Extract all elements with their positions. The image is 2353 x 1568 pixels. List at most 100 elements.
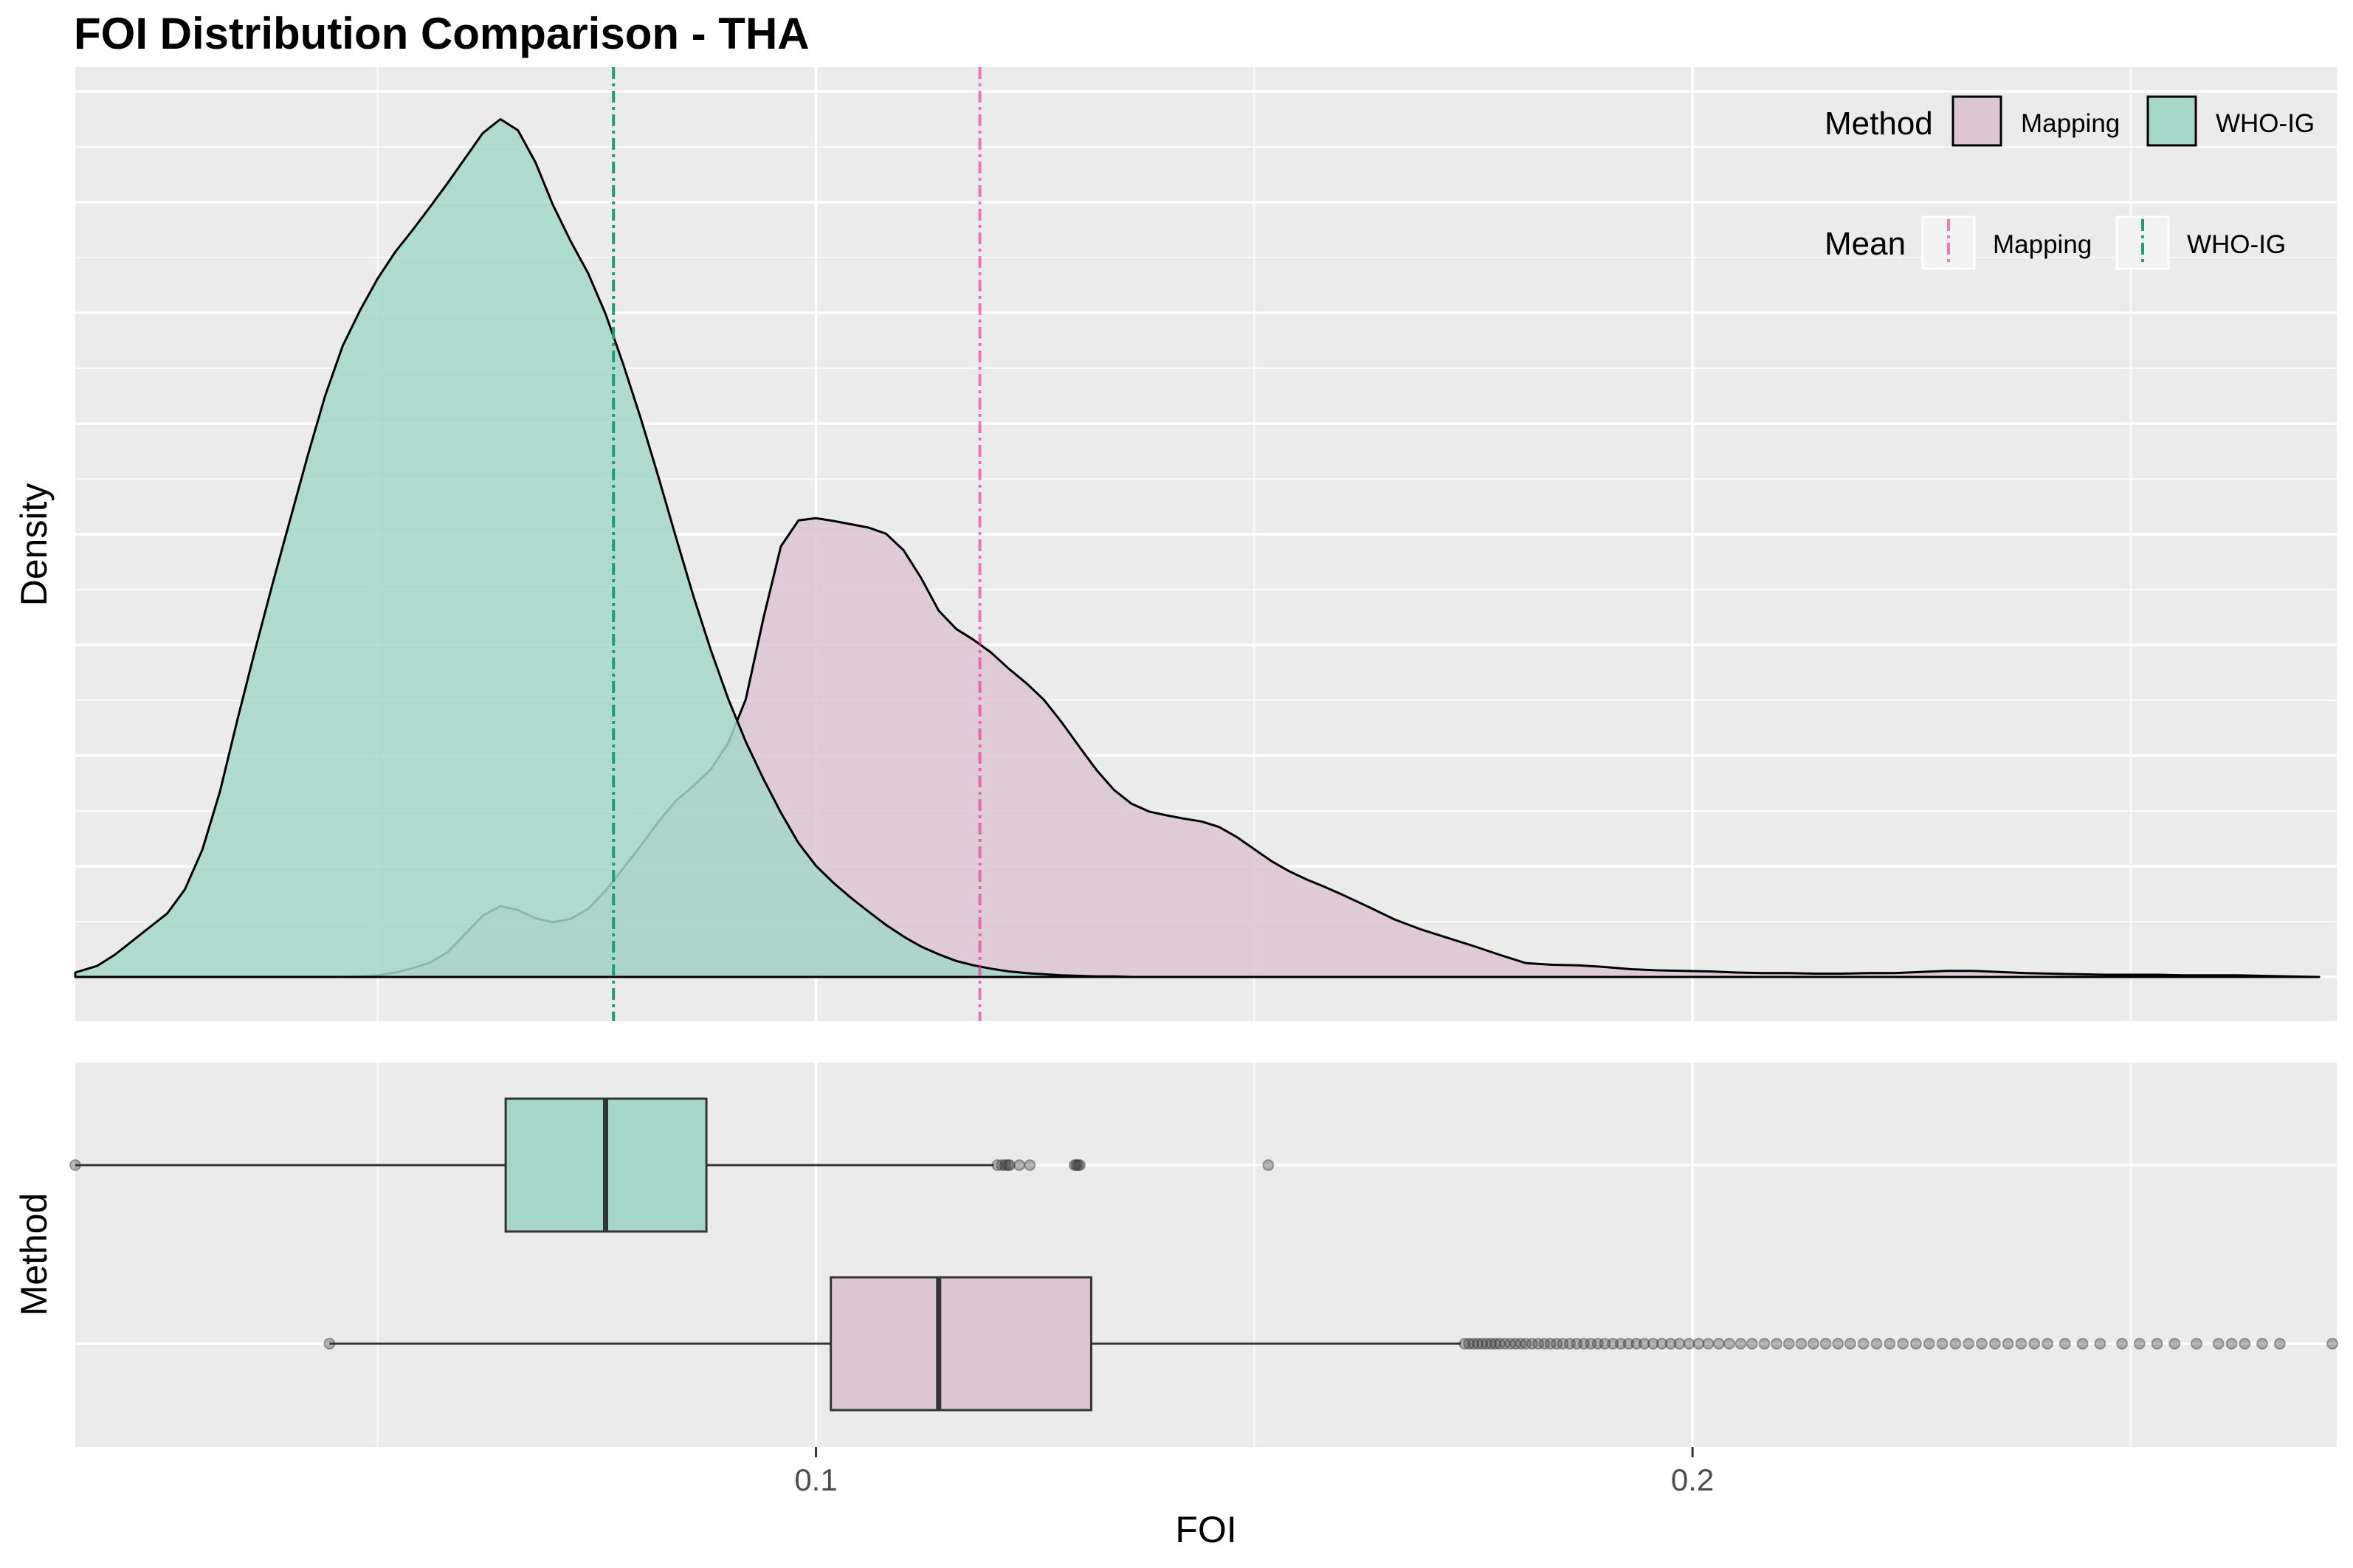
- legend-label-method-whoig: WHO-IG: [2216, 109, 2315, 138]
- y-axis-title-density: Density: [13, 483, 55, 607]
- outlier-point-who-ig: [1068, 1159, 1081, 1171]
- outlier-point-mapping: [1988, 1338, 2001, 1350]
- outlier-point-mapping: [1458, 1338, 1471, 1350]
- outlier-point-mapping: [1484, 1338, 1497, 1350]
- legend-key-mapping-fill: [1951, 95, 2002, 147]
- outlier-point-mapping: [1897, 1338, 1909, 1350]
- outlier-point-mapping: [1782, 1338, 1795, 1350]
- outlier-point-mapping: [2239, 1338, 2251, 1350]
- boxplot-panel: [69, 1063, 2339, 1447]
- y-axis-title-method: Method: [13, 1193, 55, 1316]
- outlier-point-mapping: [1673, 1338, 1686, 1350]
- density-panel: [74, 67, 2337, 1021]
- density-area-who-ig: [74, 118, 1300, 978]
- min-point-mapping: [323, 1338, 336, 1350]
- outlier-point-mapping: [1819, 1338, 1832, 1350]
- outlier-point-mapping: [2273, 1338, 2286, 1350]
- outlier-point-mapping: [2059, 1338, 2071, 1350]
- outlier-point-mapping: [2015, 1338, 2028, 1350]
- outlier-point-mapping: [1949, 1338, 1962, 1350]
- outlier-point-mapping: [1712, 1338, 1725, 1350]
- outlier-point-mapping: [1551, 1338, 1563, 1350]
- outlier-point-mapping: [2094, 1338, 2106, 1350]
- x-tick-label: 0.1: [794, 1462, 837, 1497]
- outlier-point-mapping: [1808, 1338, 1820, 1350]
- outlier-point-mapping: [2028, 1338, 2041, 1350]
- outlier-point-mapping: [1520, 1338, 1532, 1350]
- outlier-point-mapping: [1976, 1338, 1988, 1350]
- outlier-point-mapping: [1515, 1338, 1527, 1350]
- outlier-point-mapping: [1963, 1338, 1975, 1350]
- outlier-point-mapping: [1832, 1338, 1844, 1350]
- legend-mean-title: Mean: [1825, 226, 1906, 262]
- mean-lines: [612, 67, 982, 1021]
- outlier-point-who-ig: [1073, 1159, 1086, 1171]
- outlier-point-mapping: [1857, 1338, 1870, 1350]
- legend-label-mean-mapping: Mapping: [1993, 230, 2092, 259]
- x-axis-title: FOI: [1175, 1509, 1236, 1550]
- outlier-point-mapping: [1489, 1338, 1501, 1350]
- outlier-point-mapping: [1692, 1338, 1705, 1350]
- outlier-point-mapping: [1870, 1338, 1883, 1350]
- boxplot-marks: [69, 1097, 2339, 1412]
- outlier-point-mapping: [2256, 1338, 2269, 1350]
- outlier-point-who-ig: [1072, 1159, 1084, 1171]
- outlier-point-mapping: [1638, 1338, 1650, 1350]
- outlier-point-mapping: [1544, 1338, 1557, 1350]
- boxplot-panel-background: [75, 1063, 2337, 1447]
- outlier-point-mapping: [2212, 1338, 2225, 1350]
- outlier-point-mapping: [1656, 1338, 1668, 1350]
- min-point-who-ig: [69, 1159, 81, 1171]
- outlier-point-mapping: [1702, 1338, 1715, 1350]
- outlier-point-mapping: [2076, 1338, 2089, 1350]
- outlier-point-mapping: [1493, 1338, 1506, 1350]
- outlier-point-mapping: [1481, 1338, 1493, 1350]
- outlier-point-mapping: [2133, 1338, 2146, 1350]
- outlier-point-who-ig: [999, 1159, 1012, 1171]
- outlier-point-mapping: [1585, 1338, 1597, 1350]
- outlier-point-mapping: [1563, 1338, 1576, 1350]
- outlier-point-mapping: [1647, 1338, 1659, 1350]
- outlier-point-mapping: [1557, 1338, 1569, 1350]
- outlier-point-mapping: [1909, 1338, 1922, 1350]
- outlier-point-mapping: [1599, 1338, 1611, 1350]
- outlier-point-mapping: [1758, 1338, 1771, 1350]
- outlier-point-who-ig: [1002, 1159, 1014, 1171]
- outlier-point-mapping: [1472, 1338, 1484, 1350]
- x-axis-ticks: 0.1 0.2: [794, 1447, 1714, 1497]
- outlier-point-mapping: [1607, 1338, 1619, 1350]
- outlier-point-mapping: [1795, 1338, 1808, 1350]
- outlier-point-mapping: [1884, 1338, 1896, 1350]
- outlier-point-mapping: [1504, 1338, 1517, 1350]
- x-tick-label: 0.2: [1671, 1462, 1714, 1497]
- outlier-point-who-ig: [996, 1159, 1008, 1171]
- outlier-point-mapping: [1467, 1338, 1480, 1350]
- legend: Method Mapping WHO-IG Mean Mapping WHO-I…: [1825, 95, 2315, 270]
- outlier-point-mapping: [2326, 1338, 2339, 1350]
- outlier-point-mapping: [1936, 1338, 1949, 1350]
- outlier-point-mapping: [1591, 1338, 1604, 1350]
- outlier-point-mapping: [1538, 1338, 1551, 1350]
- outlier-point-who-ig: [1262, 1159, 1275, 1171]
- outlier-point-mapping: [1577, 1338, 1590, 1350]
- outlier-point-mapping: [1622, 1338, 1635, 1350]
- outlier-point-mapping: [1476, 1338, 1489, 1350]
- outlier-point-mapping: [2151, 1338, 2163, 1350]
- outlier-point-mapping: [1734, 1338, 1747, 1350]
- box-mapping: [830, 1276, 1092, 1412]
- outlier-point-mapping: [1463, 1338, 1475, 1350]
- outlier-point-mapping: [1664, 1338, 1677, 1350]
- density-areas: [74, 118, 2321, 978]
- outlier-point-mapping: [1683, 1338, 1695, 1350]
- outlier-point-mapping: [2042, 1338, 2054, 1350]
- outlier-point-mapping: [1498, 1338, 1511, 1350]
- outlier-point-who-ig: [1013, 1159, 1026, 1171]
- outlier-point-mapping: [1771, 1338, 1783, 1350]
- outlier-point-mapping: [2190, 1338, 2202, 1350]
- outlier-point-mapping: [1614, 1338, 1627, 1350]
- outlier-point-mapping: [2002, 1338, 2014, 1350]
- outlier-point-mapping: [2116, 1338, 2129, 1350]
- legend-label-mean-whoig: WHO-IG: [2187, 230, 2286, 259]
- outlier-point-who-ig: [991, 1159, 1004, 1171]
